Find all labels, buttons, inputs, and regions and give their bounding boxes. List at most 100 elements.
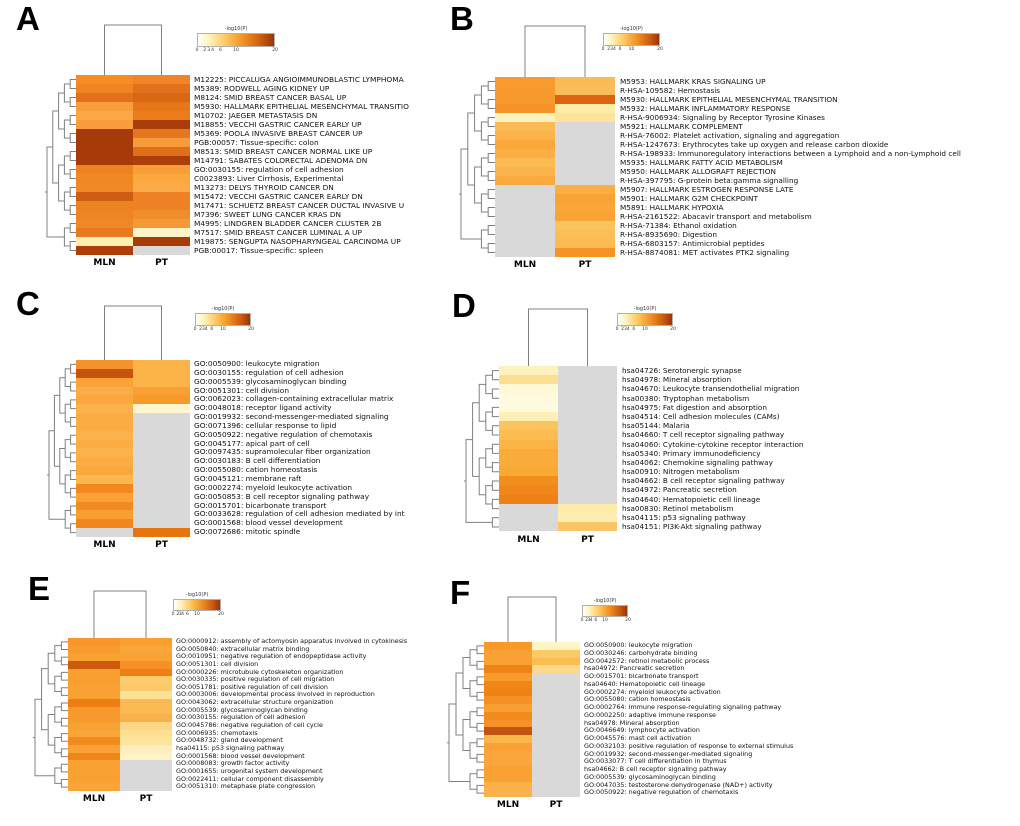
heatmap-cell	[555, 194, 615, 203]
row-label: GO:0045177: apical part of cell	[194, 439, 310, 448]
row-label: R-HSA-76002: Platelet activation, signal…	[620, 131, 840, 140]
heatmap-cell	[133, 246, 190, 255]
heatmap-cell	[558, 393, 617, 403]
column-label-pt: PT	[581, 534, 594, 545]
legend-tick-label: 4	[181, 612, 185, 617]
row-label: GO:0015701: bicarbonate transport	[194, 501, 327, 510]
heatmap-cell	[532, 696, 580, 704]
heatmap-cell	[495, 131, 555, 140]
heatmap-cell	[68, 722, 120, 730]
heatmap-cell	[133, 174, 190, 183]
legend-tick-label: 0	[601, 47, 605, 52]
row-label: GO:0003006: developmental process involv…	[176, 691, 375, 699]
heatmap-cell	[499, 393, 558, 403]
heatmap-cell	[76, 246, 133, 255]
heatmap-cell	[495, 176, 555, 185]
heatmap-cell	[499, 467, 558, 477]
row-label: R-HSA-109582: Hemostasis	[620, 86, 721, 95]
row-label: PGB:00017: Tissue-specific: spleen	[194, 246, 324, 255]
row-label: GO:0008083: growth factor activity	[176, 760, 290, 768]
row-label: hsa04978: Mineral absorption	[584, 719, 680, 727]
row-label: M5930: HALLMARK EPITHELIAL MESENCHYMAL T…	[620, 95, 838, 104]
row-label: R-HSA-8874081: MET activates PTK2 signal…	[620, 248, 790, 257]
row-label: hsa04662: B cell receptor signaling path…	[584, 766, 727, 773]
row-label: hsa00910: Nitrogen metabolism	[622, 467, 740, 477]
heatmap-cell	[133, 395, 190, 405]
heatmap-cell	[133, 183, 190, 192]
heatmap-cell	[558, 494, 617, 504]
legend-gradient-bar	[617, 313, 673, 326]
panel-letter: E	[28, 570, 51, 607]
row-label: GO:0055080: cation homeostasis	[584, 696, 691, 704]
row-label: hsa04640: Hematopoietic cell lineage	[622, 494, 761, 504]
row-label: GO:0033077: T cell differentiation in th…	[584, 758, 727, 766]
row-label: M5921: HALLMARK COMPLEMENT	[620, 122, 743, 131]
legend-tick-label: 4	[204, 327, 208, 332]
row-label: hsa04514: Cell adhesion molecules (CAMs)	[622, 411, 780, 421]
column-dendrogram	[524, 25, 586, 77]
column-dendrogram	[104, 24, 162, 75]
column-label-mln: MLN	[517, 534, 540, 545]
legend-tick-label: 20	[670, 327, 676, 332]
heatmap-cell	[532, 680, 580, 689]
heatmap-cell	[133, 147, 190, 156]
row-label: M5932: HALLMARK INFLAMMATORY RESPONSE	[620, 104, 791, 113]
heatmap-cell	[484, 781, 532, 790]
heatmap-cell	[133, 360, 190, 369]
heatmap-cell	[484, 711, 532, 720]
heatmap-cell	[484, 688, 532, 697]
heatmap-cell	[558, 430, 617, 440]
heatmap-cell	[532, 657, 580, 666]
row-label: GO:0050840: extracellular matrix binding	[176, 645, 310, 653]
legend-tick-label: 0	[171, 612, 175, 617]
column-label-pt: PT	[578, 260, 592, 270]
heatmap-cell	[133, 413, 190, 422]
heatmap-cell	[495, 203, 555, 212]
heatmap-cell	[484, 758, 532, 766]
legend-title: -log10(P)	[185, 592, 209, 598]
row-label: GO:0051301: cell division	[194, 386, 290, 395]
heatmap-cell	[555, 239, 615, 248]
heatmap-cell	[133, 519, 190, 529]
row-label: GO:0000912: assembly of actomyosin appar…	[176, 638, 408, 645]
row-label: GO:0002764: immune response-regulating s…	[584, 704, 782, 711]
heatmap-cell	[495, 122, 555, 131]
row-label: M5930: HALLMARK EPITHELIAL MESENCHYMAL T…	[194, 102, 409, 111]
row-labels: M5953: HALLMARK KRAS SIGNALING UP R-HSA-1…	[620, 77, 1018, 257]
heatmap-cell	[68, 729, 120, 738]
heatmap-cell	[484, 696, 532, 704]
row-label: GO:0010951: negative regulation of endop…	[176, 653, 367, 661]
heatmap-cell	[484, 665, 532, 673]
heatmap-cell	[555, 113, 615, 122]
row-label: GO:0043062: extracellular structure orga…	[176, 699, 334, 707]
heatmap-cell	[555, 149, 615, 158]
legend-gradient-bar	[195, 313, 251, 326]
row-label: M5389: RODWELL AGING KIDNEY UP	[194, 84, 330, 93]
heatmap-cell	[120, 683, 172, 692]
heatmap-cell	[555, 248, 615, 257]
row-dendrogram	[459, 81, 495, 253]
heatmap-cell	[76, 111, 133, 120]
row-label: GO:0006935: chemotaxis	[176, 729, 258, 737]
heatmap-cell	[555, 176, 615, 185]
heatmap-cell	[484, 742, 532, 751]
legend-tick-label: 4	[626, 327, 630, 332]
row-label: hsa04660: T cell receptor signaling path…	[622, 430, 785, 440]
heatmap-cell	[558, 421, 617, 431]
heatmap	[484, 642, 580, 797]
heatmap-cell	[76, 386, 133, 396]
row-label: GO:0002274: myeloid leukocyte activation	[194, 483, 353, 492]
heatmap-cell	[555, 104, 615, 113]
legend-title: -log10(P)	[593, 598, 617, 604]
row-label: M18855: VECCHI GASTRIC CANCER EARLY UP	[194, 120, 362, 129]
heatmap-cell	[499, 448, 558, 458]
heatmap-cell	[76, 510, 133, 520]
row-label: M12225: PICCALUGA ANGIOIMMUNOBLASTIC LYM…	[194, 75, 404, 84]
heatmap-cell	[120, 760, 172, 768]
column-label-mln: MLN	[93, 540, 116, 550]
row-label: hsa05144: Malaria	[622, 421, 690, 431]
heatmap-cell	[484, 657, 532, 666]
row-label: hsa04978: Mineral absorption	[622, 375, 732, 385]
